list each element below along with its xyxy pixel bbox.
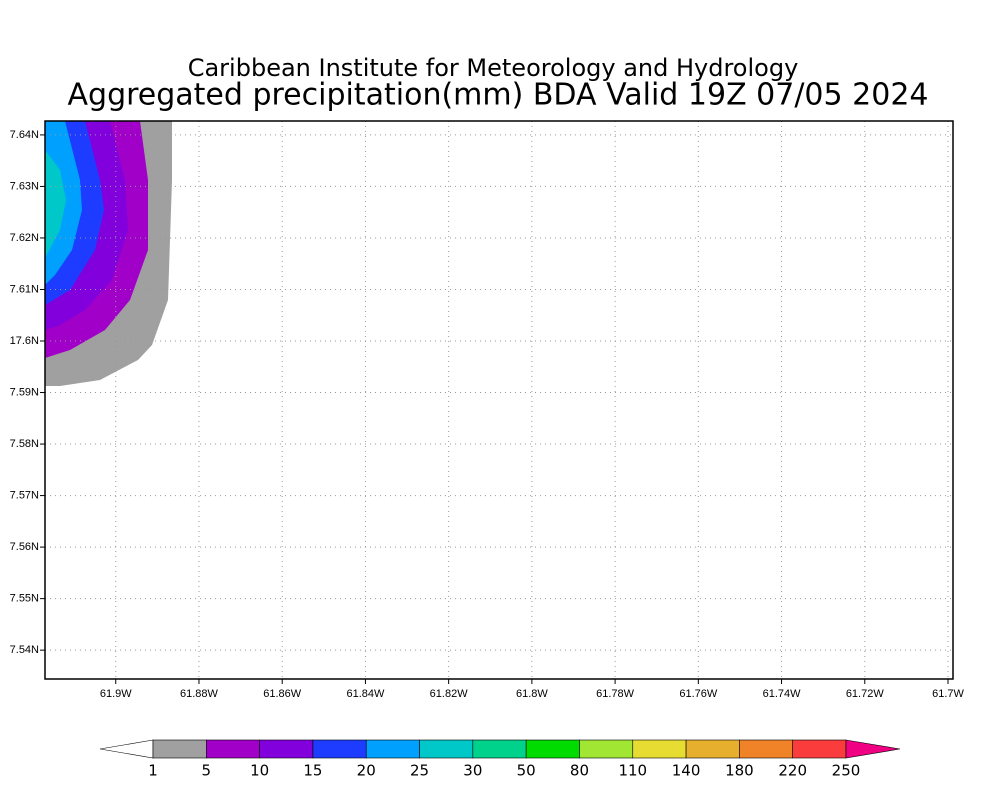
colorbar-label: 110 bbox=[618, 762, 647, 780]
chart-subtitle: Aggregated precipitation(mm) BDA Valid 1… bbox=[68, 78, 929, 113]
colorbar-segment bbox=[152, 739, 207, 759]
colorbar-label: 1 bbox=[148, 762, 158, 780]
colorbar-label: 25 bbox=[410, 762, 429, 780]
x-tick-label: 61.86W bbox=[263, 688, 302, 700]
x-tick-label: 61.78W bbox=[596, 688, 635, 700]
y-tick-label: 7.61N bbox=[10, 283, 39, 295]
colorbar-segment bbox=[579, 739, 634, 759]
x-tick-label: 61.7W bbox=[932, 688, 964, 700]
chart-title: Caribbean Institute for Meteorology and … bbox=[188, 54, 799, 82]
contours bbox=[45, 121, 172, 386]
x-tick-label: 61.76W bbox=[679, 688, 718, 700]
colorbar-arrow bbox=[845, 739, 901, 759]
y-tick-label: 7.54N bbox=[10, 644, 39, 656]
colorbar-segment bbox=[792, 739, 847, 759]
y-tick-label: 7.55N bbox=[10, 593, 39, 605]
colorbar-label: 30 bbox=[463, 762, 482, 780]
y-tick-label: 7.57N bbox=[10, 489, 39, 501]
x-tick-label: 61.72W bbox=[846, 688, 885, 700]
colorbar-label: 20 bbox=[357, 762, 376, 780]
colorbar-label: 5 bbox=[202, 762, 212, 780]
colorbar-label: 10 bbox=[250, 762, 269, 780]
y-tick-label: 7.58N bbox=[10, 438, 39, 450]
x-tick-label: 61.8W bbox=[516, 688, 548, 700]
colorbar-label: 15 bbox=[303, 762, 322, 780]
colorbar-segment bbox=[685, 739, 740, 759]
y-tick-label: 17.6N bbox=[10, 335, 39, 347]
x-tick-label: 61.9W bbox=[100, 688, 132, 700]
colorbar-segment bbox=[419, 739, 474, 759]
colorbar-segment bbox=[472, 739, 527, 759]
colorbar-segment bbox=[259, 739, 314, 759]
colorbar-label: 180 bbox=[725, 762, 754, 780]
y-tick-label: 7.56N bbox=[10, 541, 39, 553]
colorbar-arrow bbox=[99, 739, 154, 759]
colorbar-segment bbox=[312, 739, 367, 759]
colorbar-segment bbox=[206, 739, 260, 759]
colorbar-label: 220 bbox=[778, 762, 807, 780]
plot-frame bbox=[44, 120, 954, 680]
y-tick-label: 7.64N bbox=[10, 129, 39, 141]
colorbar-label: 250 bbox=[832, 762, 861, 780]
colorbar-label: 80 bbox=[570, 762, 589, 780]
colorbar-segment bbox=[739, 739, 793, 759]
x-tick-label: 61.84W bbox=[346, 688, 385, 700]
colorbar-label: 50 bbox=[517, 762, 536, 780]
colorbar-segment bbox=[632, 739, 687, 759]
y-tick-label: 7.63N bbox=[10, 180, 39, 192]
colorbar-label: 140 bbox=[672, 762, 701, 780]
x-tick-label: 61.82W bbox=[430, 688, 469, 700]
contour-area bbox=[45, 150, 66, 258]
colorbar-segment bbox=[525, 739, 580, 759]
y-tick-label: 7.62N bbox=[10, 232, 39, 244]
x-tick-label: 61.74W bbox=[763, 688, 802, 700]
colorbar-segment bbox=[365, 739, 420, 759]
x-tick-label: 61.88W bbox=[180, 688, 219, 700]
y-tick-label: 7.59N bbox=[10, 386, 39, 398]
